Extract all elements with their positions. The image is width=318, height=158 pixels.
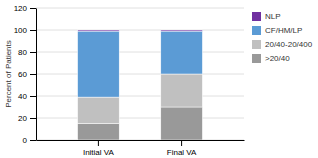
series [78, 30, 203, 31]
grid-line [36, 140, 244, 141]
legend-label: >20/40 [265, 54, 290, 63]
grid [36, 8, 244, 140]
x-tick-label: Final VA [167, 148, 197, 157]
x-tick-label: Initial VA [83, 148, 115, 157]
y-tick-mark [30, 118, 36, 119]
bar [161, 30, 203, 31]
grid-line [36, 52, 244, 53]
legend-swatch [252, 12, 261, 21]
y-tick: 100 [14, 26, 36, 35]
series [78, 31, 203, 97]
x-tick: Final VA [167, 140, 197, 157]
y-tick: 60 [18, 70, 36, 79]
legend-swatch [252, 54, 261, 63]
grid-line [36, 96, 244, 97]
y-tick-mark [30, 52, 36, 53]
y-tick-mark [30, 140, 36, 141]
legend-item: >20/40 [252, 54, 290, 63]
legend-swatch [252, 26, 261, 35]
y-tick: 40 [18, 92, 36, 101]
x-tick: Initial VA [83, 140, 115, 157]
legend-label: 20/40-20/400 [265, 40, 313, 49]
x-axis-line [37, 140, 245, 141]
y-axis: 0 20 40 60 80 100 120 [14, 4, 37, 145]
y-axis-line [36, 9, 37, 141]
chart: 0 20 40 60 80 100 120 Initial VA Final VA Percent… [0, 0, 318, 158]
legend-item: CF/HM/LP [252, 26, 302, 35]
y-tick-label: 0 [23, 136, 28, 145]
y-tick: 80 [18, 48, 36, 57]
x-tick-mark [181, 140, 182, 146]
legend-item: NLP [252, 12, 281, 21]
y-axis-title: Percent of Patients [4, 40, 13, 108]
y-tick-mark [30, 30, 36, 31]
y-tick-label: 80 [18, 48, 27, 57]
y-tick-label: 60 [18, 70, 27, 79]
y-tick-label: 120 [14, 4, 28, 13]
x-tick-mark [98, 140, 99, 146]
grid-line [36, 30, 244, 31]
y-tick: 0 [23, 136, 36, 145]
grid-line [36, 118, 244, 119]
legend-label: NLP [265, 12, 281, 21]
y-tick-label: 100 [14, 26, 28, 35]
legend-item: 20/40-20/400 [252, 40, 313, 49]
legend-swatch [252, 40, 261, 49]
y-tick-label: 20 [18, 114, 27, 123]
legend: NLP CF/HM/LP 20/40-20/400 >20/40 [252, 12, 313, 63]
x-axis: Initial VA Final VA [37, 140, 245, 157]
plot: 0 20 40 60 80 100 120 Initial VA Final VA [14, 4, 245, 157]
bar [161, 74, 203, 107]
grid-line [36, 8, 244, 9]
bar [78, 97, 120, 123]
y-tick-label: 40 [18, 92, 27, 101]
y-tick: 120 [14, 4, 36, 13]
grid-line [36, 74, 244, 75]
bar [78, 124, 120, 141]
legend-label: CF/HM/LP [265, 26, 302, 35]
bar [78, 30, 120, 31]
bars [78, 30, 203, 140]
y-tick-mark [30, 8, 36, 9]
y-tick: 20 [18, 114, 36, 123]
y-tick-mark [30, 74, 36, 75]
bar [161, 107, 203, 140]
y-tick-mark [30, 96, 36, 97]
bar [78, 31, 120, 97]
bar [161, 31, 203, 74]
